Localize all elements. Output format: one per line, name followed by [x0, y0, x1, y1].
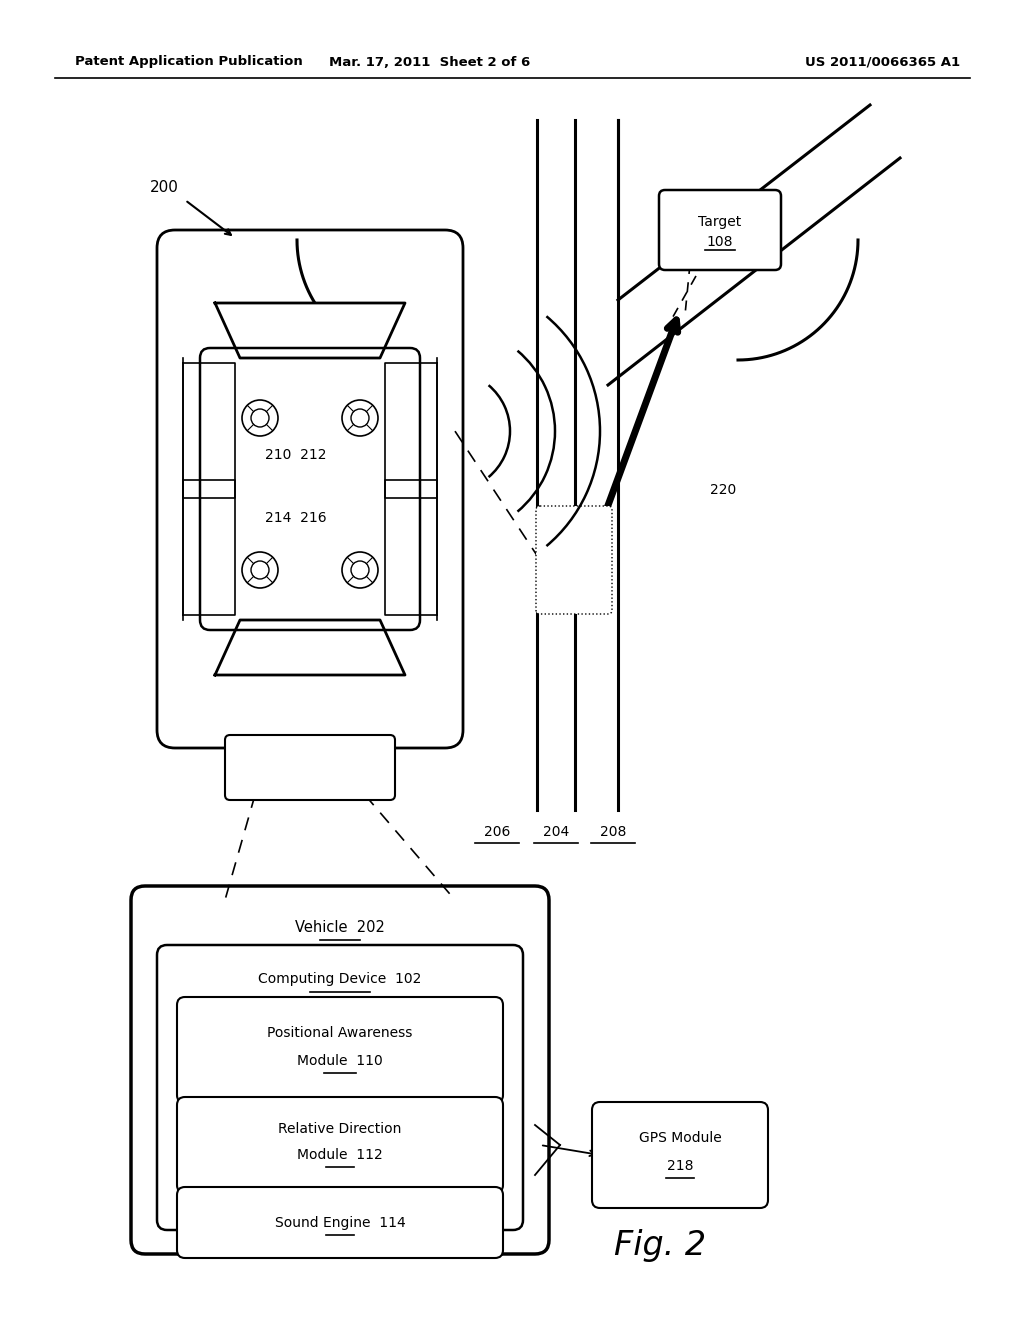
Text: Sound Engine  114: Sound Engine 114 — [274, 1216, 406, 1230]
Text: Computing Device  102: Computing Device 102 — [258, 972, 422, 986]
Text: 204: 204 — [543, 825, 569, 840]
Text: 208: 208 — [600, 825, 627, 840]
Text: Module  112: Module 112 — [297, 1148, 383, 1162]
Text: Relative Direction: Relative Direction — [279, 1122, 401, 1137]
Text: 220: 220 — [710, 483, 736, 498]
Text: Target: Target — [698, 215, 741, 228]
Circle shape — [251, 409, 269, 426]
Circle shape — [242, 552, 278, 587]
Circle shape — [251, 561, 269, 579]
Text: 214  216: 214 216 — [265, 511, 327, 525]
Polygon shape — [215, 304, 406, 358]
FancyBboxPatch shape — [225, 735, 395, 800]
Text: 108: 108 — [707, 235, 733, 249]
Text: US 2011/0066365 A1: US 2011/0066365 A1 — [805, 55, 961, 69]
Text: Positional Awareness: Positional Awareness — [267, 1026, 413, 1040]
Text: 200: 200 — [150, 181, 179, 195]
FancyBboxPatch shape — [592, 1102, 768, 1208]
Circle shape — [242, 400, 278, 436]
Circle shape — [351, 409, 369, 426]
Circle shape — [342, 400, 378, 436]
FancyBboxPatch shape — [200, 348, 420, 630]
FancyBboxPatch shape — [536, 506, 612, 614]
Circle shape — [342, 552, 378, 587]
FancyBboxPatch shape — [177, 997, 503, 1104]
FancyBboxPatch shape — [177, 1187, 503, 1258]
FancyBboxPatch shape — [131, 886, 549, 1254]
Text: Mar. 17, 2011  Sheet 2 of 6: Mar. 17, 2011 Sheet 2 of 6 — [330, 55, 530, 69]
FancyBboxPatch shape — [659, 190, 781, 271]
Text: Vehicle  202: Vehicle 202 — [295, 920, 385, 936]
FancyBboxPatch shape — [157, 945, 523, 1230]
Polygon shape — [215, 620, 406, 675]
Text: GPS Module: GPS Module — [639, 1131, 721, 1144]
Circle shape — [351, 561, 369, 579]
Text: 210  212: 210 212 — [265, 447, 327, 462]
FancyBboxPatch shape — [177, 1097, 503, 1193]
Text: 206: 206 — [483, 825, 510, 840]
Text: 218: 218 — [667, 1159, 693, 1173]
Text: Module  110: Module 110 — [297, 1053, 383, 1068]
FancyBboxPatch shape — [157, 230, 463, 748]
Text: Fig. 2: Fig. 2 — [614, 1229, 707, 1262]
Text: Patent Application Publication: Patent Application Publication — [75, 55, 303, 69]
